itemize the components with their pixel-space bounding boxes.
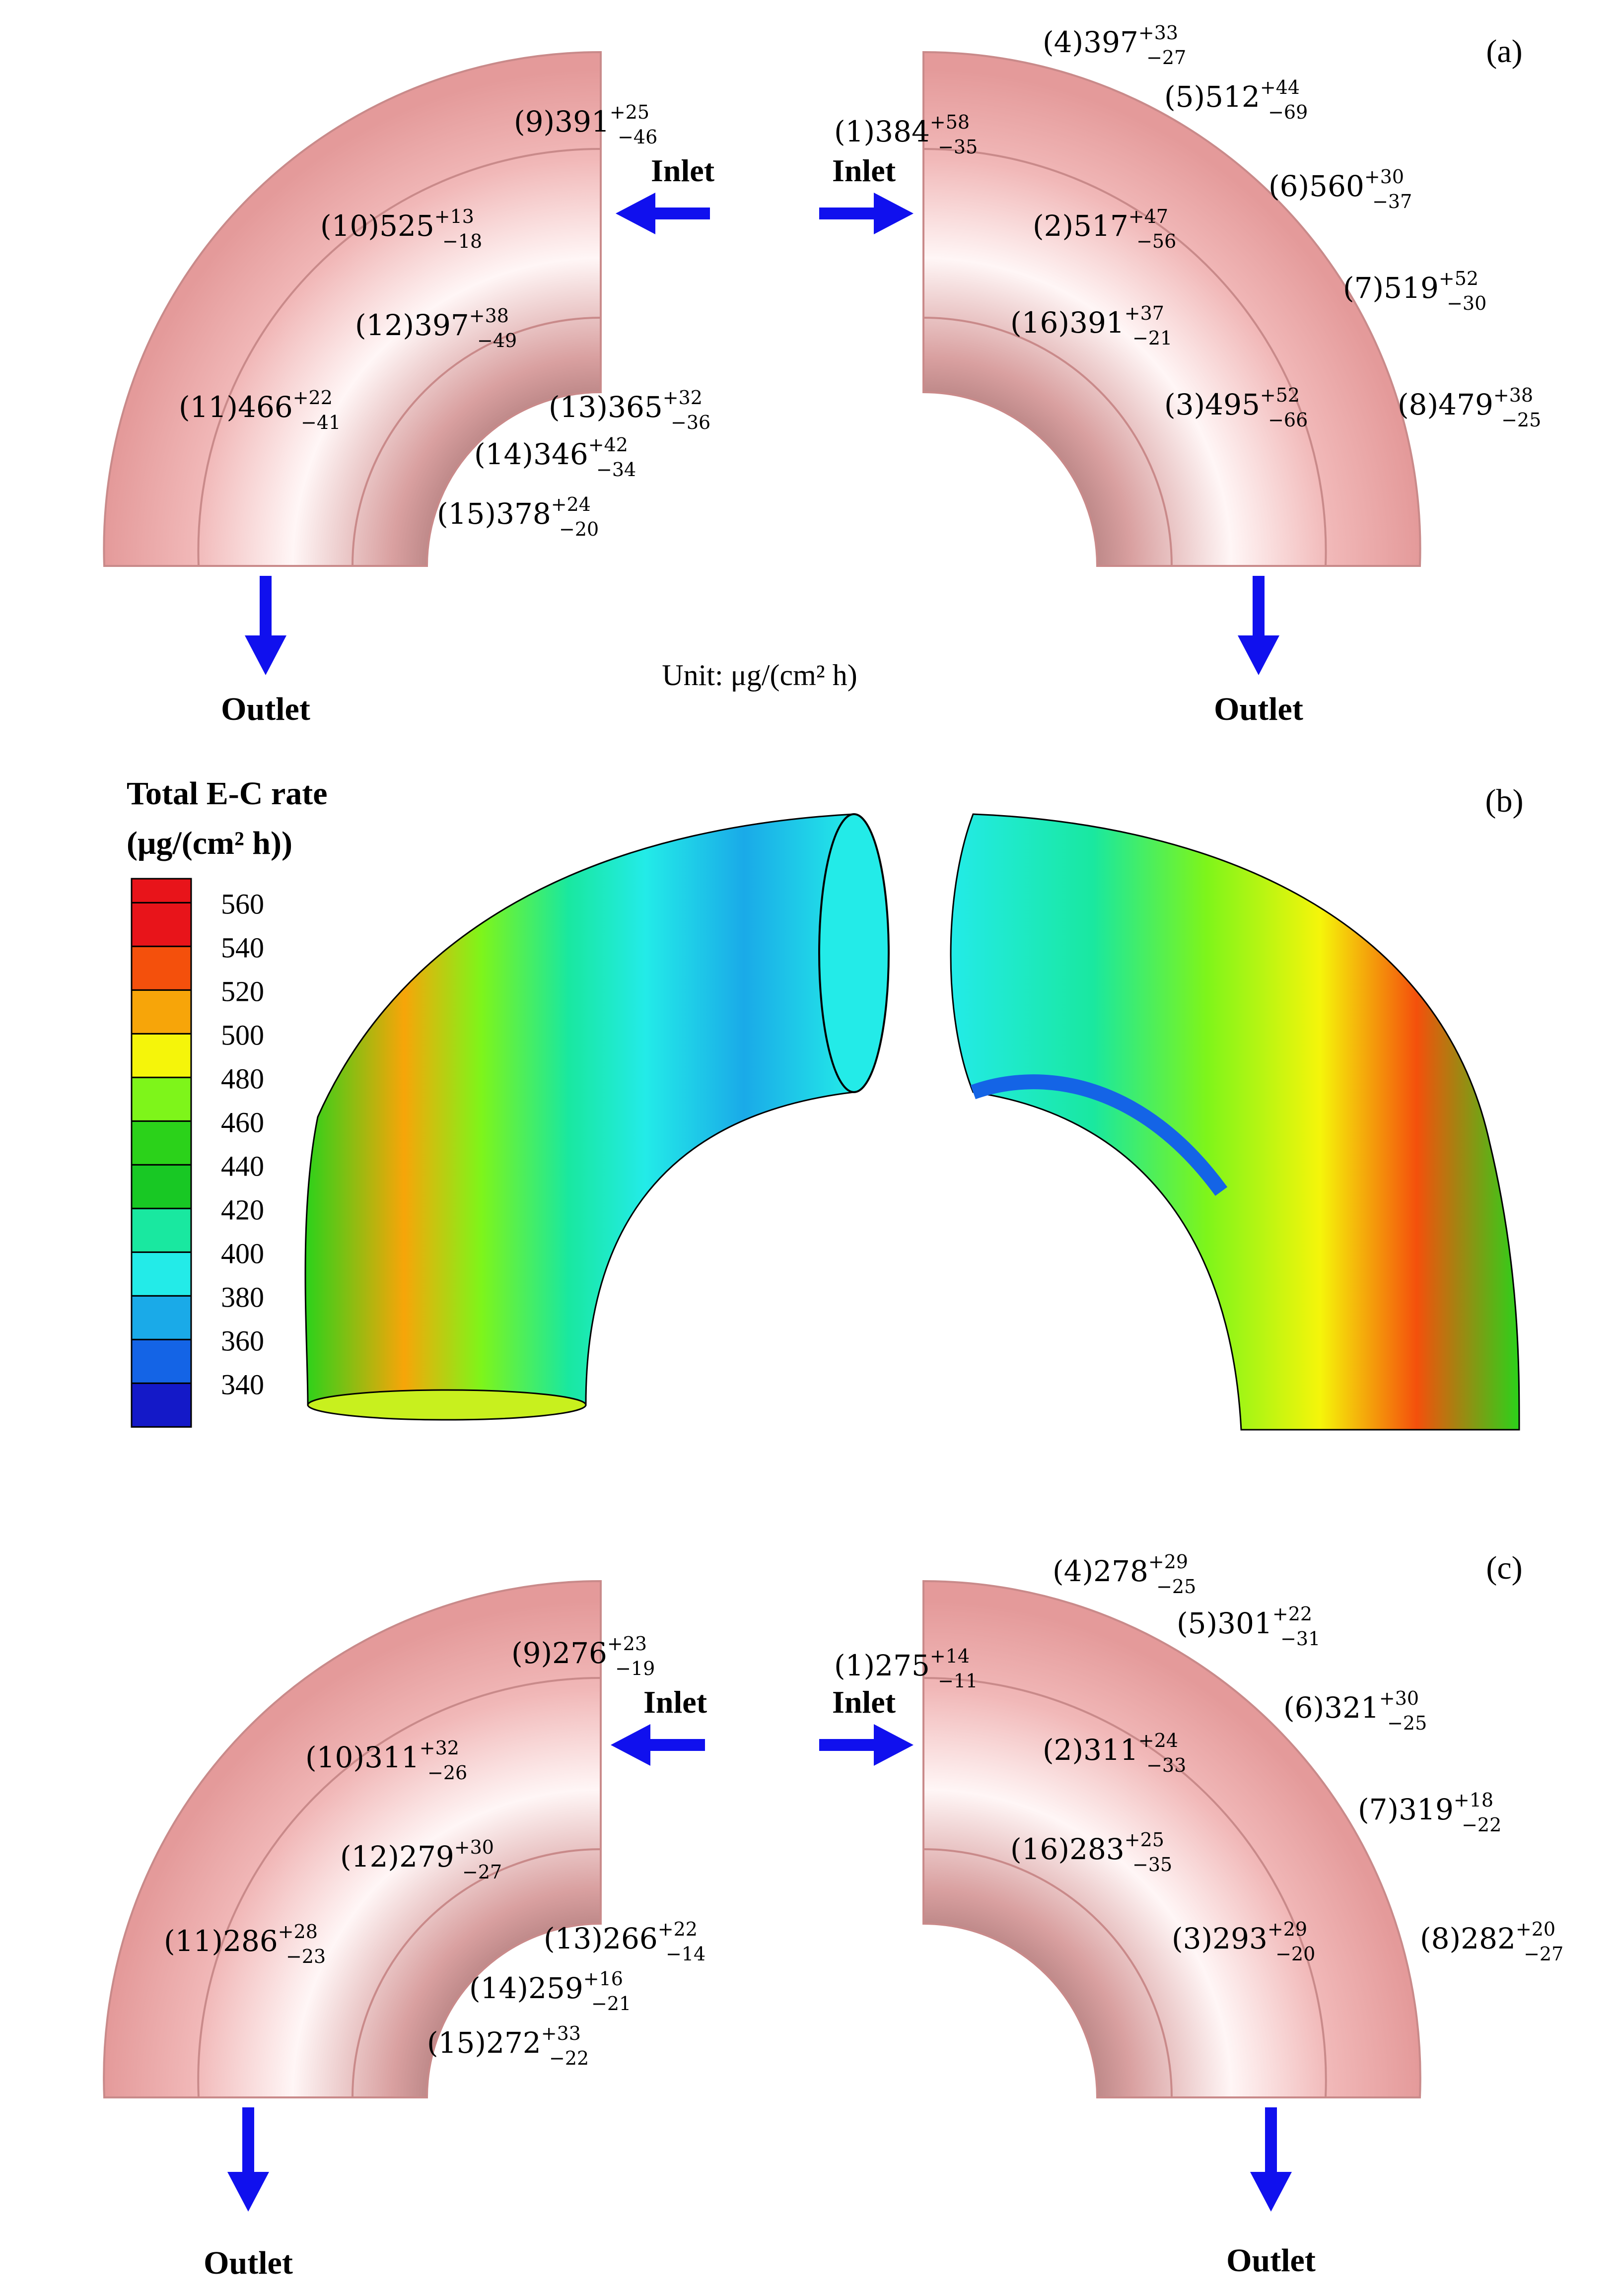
legend-swatch xyxy=(131,1338,192,1384)
measurement-label: (13)365+32 −36 xyxy=(549,387,710,433)
measurement-label: (5)512+44 −69 xyxy=(1164,76,1308,123)
legend-swatch xyxy=(131,1382,192,1428)
panel-c-outlet-arrow-left xyxy=(227,2107,269,2212)
panel-c-left-pipe xyxy=(103,1580,602,2098)
legend-level-label: 500 xyxy=(221,1019,264,1051)
panel-a-outlet-arrow-right xyxy=(1238,576,1279,675)
legend-swatch xyxy=(131,1164,192,1209)
legend-level-label: 480 xyxy=(221,1062,264,1095)
measurement-label: (6)560+30 −37 xyxy=(1268,166,1412,212)
panel-c-inlet-label-right: Inlet xyxy=(832,1684,896,1720)
measurement-label: (10)311+32 −26 xyxy=(305,1737,467,1784)
panel-c-outlet-label-left: Outlet xyxy=(204,2245,293,2281)
panel-a: (a) Inlet Inlet Outlet xyxy=(103,22,1541,727)
legend-swatch xyxy=(131,1207,192,1253)
contour-pipe-left xyxy=(304,813,890,1421)
panel-c-right-pipe xyxy=(922,1580,1421,2098)
legend-level-label: 540 xyxy=(221,931,264,964)
measurement-label: (1)384+58 −35 xyxy=(834,111,978,158)
panel-c: (c) Inlet Inlet Outlet O xyxy=(103,1550,1563,2281)
measurement-label: (2)517+47 −56 xyxy=(1033,206,1176,252)
legend-swatch xyxy=(131,1251,192,1297)
measurement-label: (9)391+25 −46 xyxy=(514,101,657,148)
measurement-label: (15)272+33 −22 xyxy=(427,2022,589,2069)
legend-swatch xyxy=(131,902,192,947)
legend-swatch xyxy=(131,1120,192,1166)
measurement-label: (15)378+24 −20 xyxy=(437,493,599,540)
measurement-label: (9)276+23 −19 xyxy=(511,1633,655,1679)
panel-a-labels: (9)391+25 −46 (10)525+13 −18 (12)397+38 −49… xyxy=(179,22,1541,540)
legend-swatch xyxy=(131,945,192,991)
measurement-label: (14)346+42 −34 xyxy=(474,434,636,481)
measurement-label: (4)278+29 −25 xyxy=(1053,1551,1196,1598)
panel-a-inlet-label-left: Inlet xyxy=(651,153,715,188)
panel-a-inlet-label-right: Inlet xyxy=(832,153,896,188)
legend-level-label: 520 xyxy=(221,975,264,1007)
measurement-label: (16)283+25 −35 xyxy=(1010,1829,1172,1876)
panel-c-outlet-arrow-right xyxy=(1250,2107,1292,2212)
panel-a-outlet-arrow-left xyxy=(245,576,286,675)
panel-c-inlet-label-left: Inlet xyxy=(643,1684,707,1720)
measurement-label: (11)466+22 −41 xyxy=(179,387,341,433)
panel-c-label: (c) xyxy=(1486,1550,1522,1586)
panel-c-outlet-label-right: Outlet xyxy=(1226,2242,1316,2279)
legend-swatch xyxy=(131,989,192,1035)
measurement-label: (5)301+22 −31 xyxy=(1177,1603,1320,1650)
panel-b-label: (b) xyxy=(1485,783,1524,819)
legend-level-label: 420 xyxy=(221,1193,264,1226)
legend-level-label: 340 xyxy=(221,1368,264,1400)
measurement-label: (11)286+28 −23 xyxy=(164,1921,326,1967)
measurement-label: (3)495+52 −66 xyxy=(1164,384,1308,431)
legend-swatch xyxy=(131,1033,192,1078)
measurement-label: (3)293+29 −20 xyxy=(1172,1918,1315,1965)
measurement-label: (7)319+18 −22 xyxy=(1358,1789,1501,1836)
panel-a-left-pipe xyxy=(103,51,602,567)
legend-level-label: 380 xyxy=(221,1281,264,1313)
measurement-label: (13)266+22 −14 xyxy=(544,1918,705,1965)
legend-level-label: 360 xyxy=(221,1324,264,1357)
measurement-label: (8)282+20 −27 xyxy=(1420,1918,1563,1965)
measurement-label: (12)279+30 −27 xyxy=(340,1836,502,1883)
panel-c-inlet-arrow-left xyxy=(611,1724,705,1766)
contour-pipe-right xyxy=(950,813,1520,1431)
panel-a-outlet-label-left: Outlet xyxy=(221,691,310,727)
panel-c-inlet-arrow-right xyxy=(819,1724,914,1766)
panel-c-labels: (9)276+23 −19 (10)311+32 −26 (12)279+30 −27… xyxy=(164,1551,1563,2069)
legend-swatch-top xyxy=(131,878,192,904)
measurement-label: (14)259+16 −21 xyxy=(469,1968,631,2015)
panel-a-right-pipe xyxy=(922,51,1421,567)
measurement-label: (1)275+14 −11 xyxy=(834,1645,978,1692)
measurement-label: (6)321+30 −25 xyxy=(1283,1687,1427,1734)
panel-b: (b) Total E-C rate (μg/(cm² h)) 560 540 52… xyxy=(127,775,1524,1431)
legend-level-label: 400 xyxy=(221,1237,264,1269)
measurement-label: (4)397+33 −27 xyxy=(1043,22,1186,69)
legend-colorbar: 560 540 520 500 480 460 440 420 400 380 360 340 xyxy=(131,878,264,1428)
unit-label: Unit: μg/(cm² h) xyxy=(662,659,857,692)
measurement-label: (7)519+52 −30 xyxy=(1343,268,1486,314)
measurement-label: (12)397+38 −49 xyxy=(355,305,517,351)
legend-level-label: 440 xyxy=(221,1150,264,1182)
measurement-label: (16)391+37 −21 xyxy=(1010,302,1172,349)
panel-a-label: (a) xyxy=(1486,33,1522,70)
panel-a-inlet-arrow-left xyxy=(616,193,710,234)
legend-swatch xyxy=(131,1076,192,1122)
measurement-label: (2)311+24 −33 xyxy=(1043,1730,1186,1776)
legend-level-label: 560 xyxy=(221,888,264,920)
panel-a-inlet-arrow-right xyxy=(819,193,914,234)
panel-a-outlet-label-right: Outlet xyxy=(1214,691,1303,727)
measurement-label: (10)525+13 −18 xyxy=(320,206,482,252)
measurement-label: (8)479+38 −25 xyxy=(1398,384,1541,431)
legend-title-line2: (μg/(cm² h)) xyxy=(127,825,292,861)
legend-level-label: 460 xyxy=(221,1106,264,1138)
legend-title-line1: Total E-C rate xyxy=(127,775,328,812)
legend-swatch xyxy=(131,1295,192,1340)
